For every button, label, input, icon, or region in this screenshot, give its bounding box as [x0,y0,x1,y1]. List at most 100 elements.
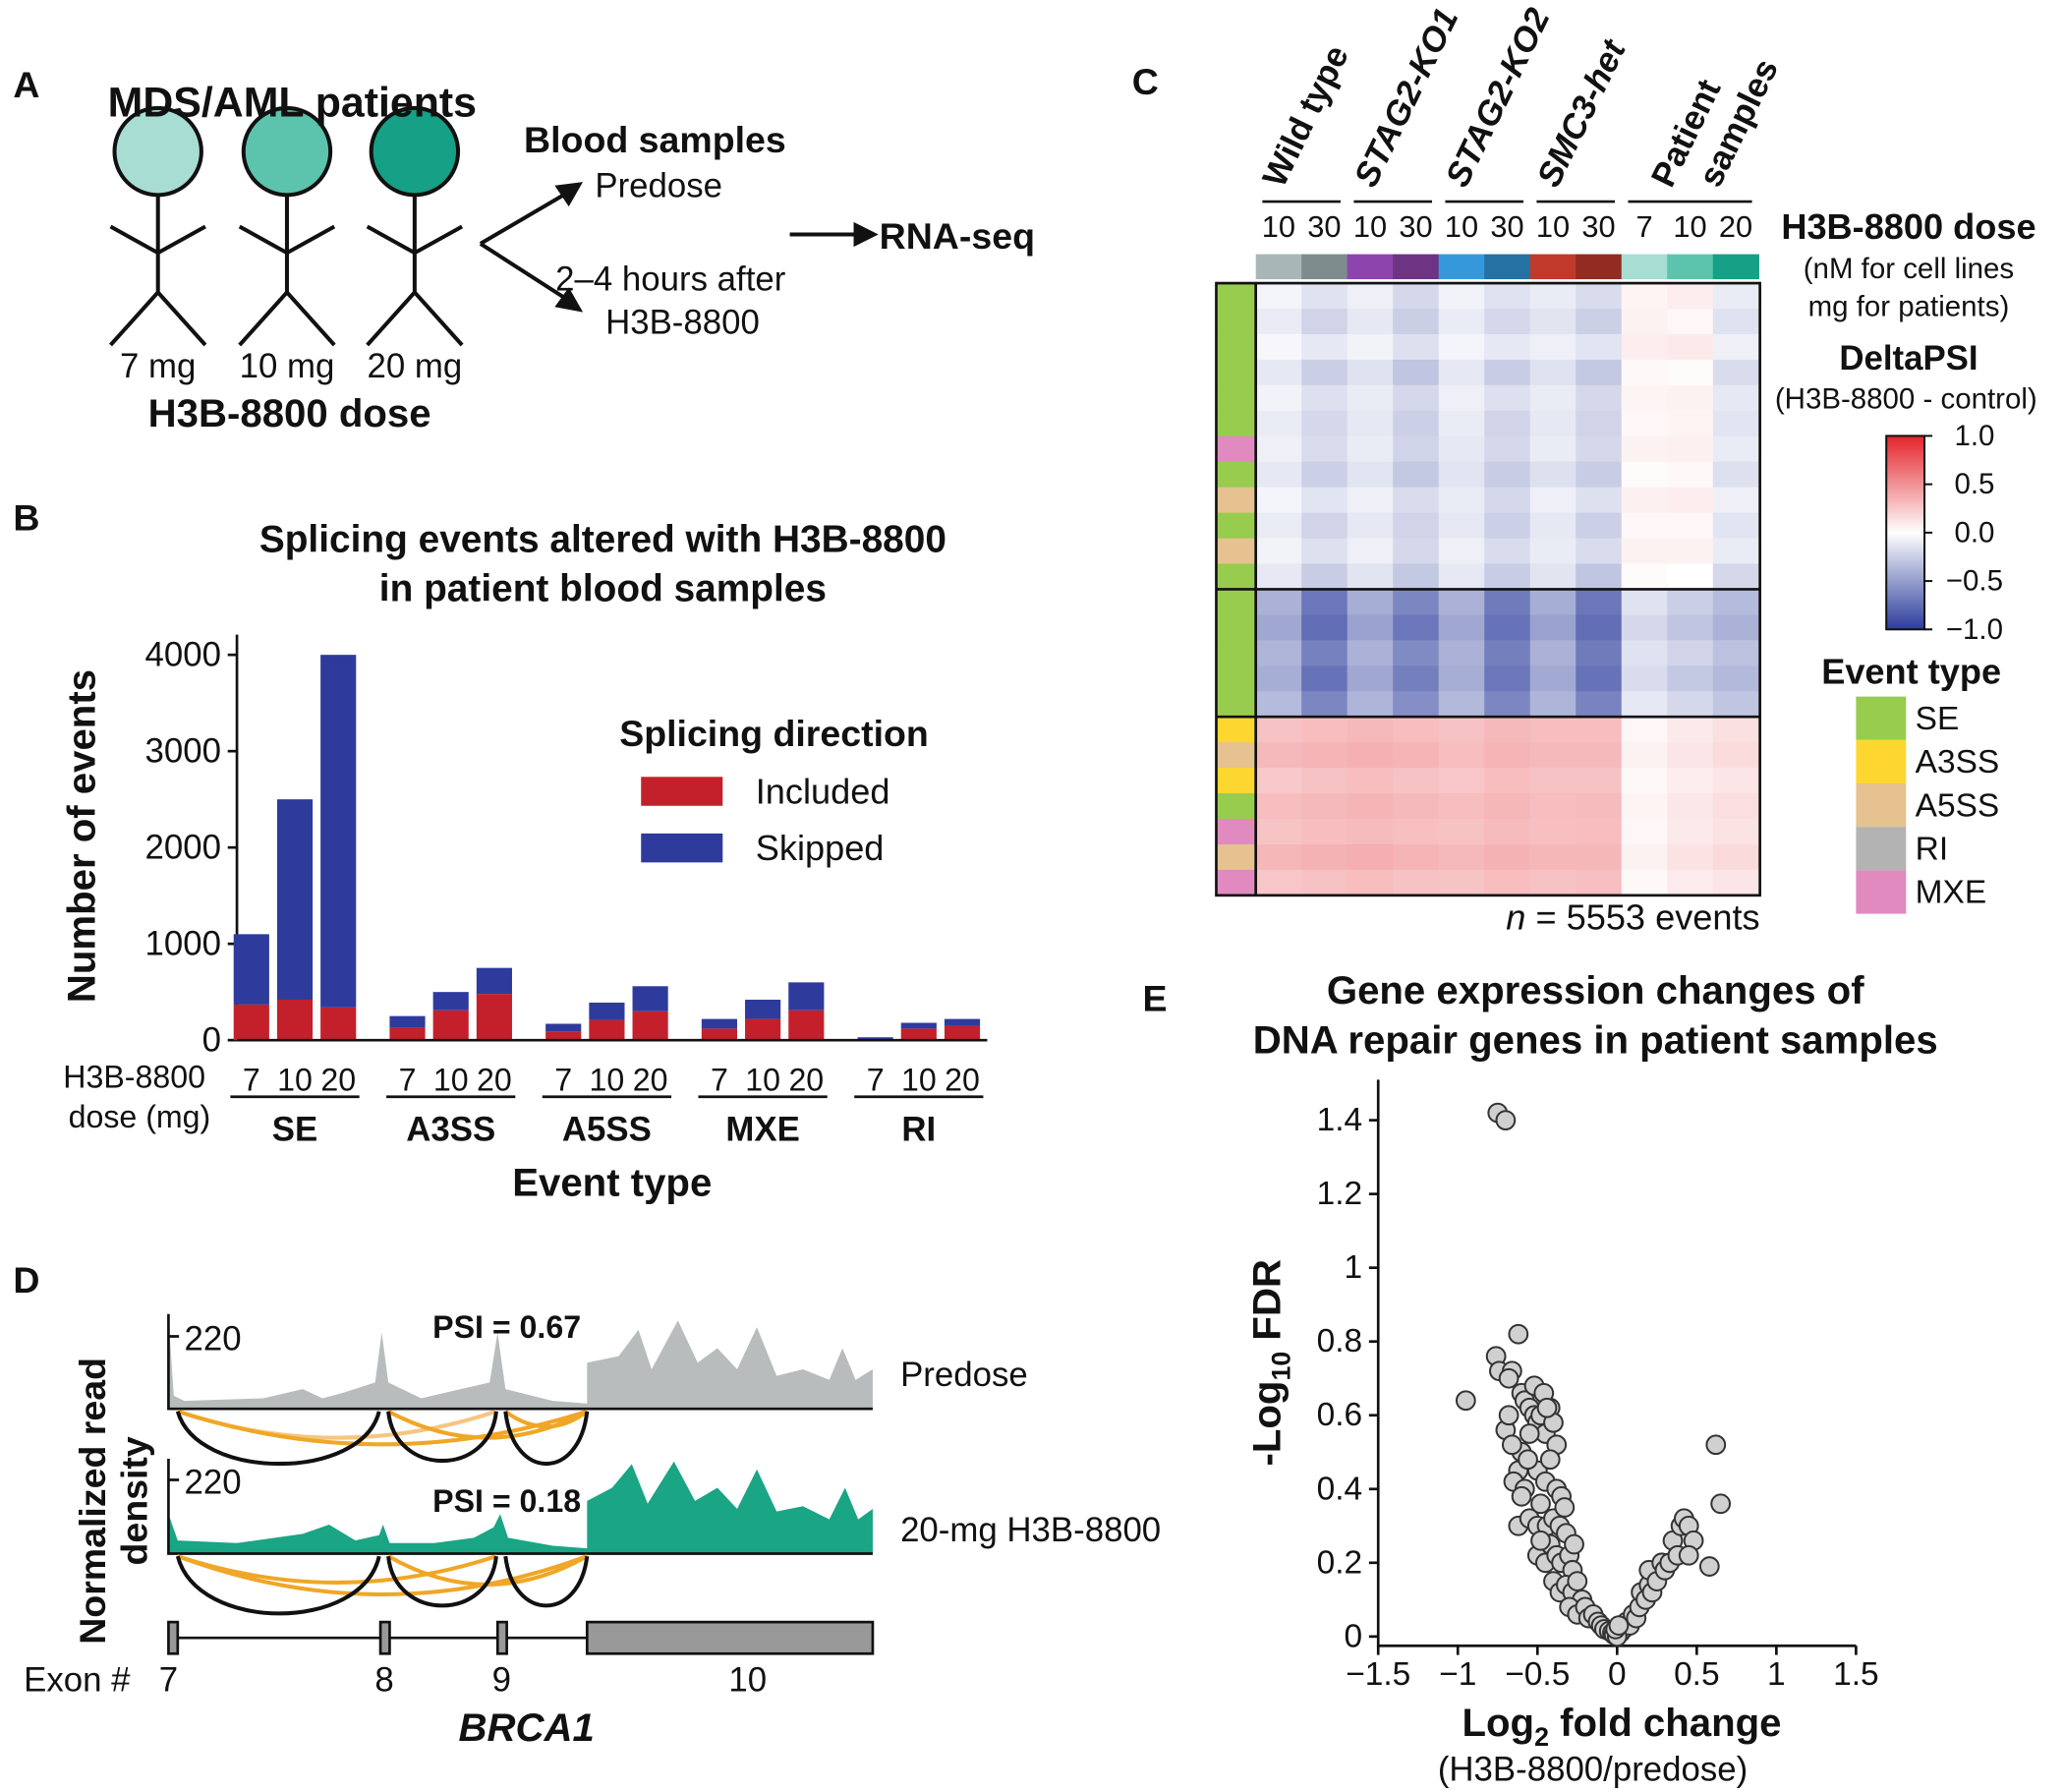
heatmap-cell [1576,793,1623,820]
heatmap-cell [1712,768,1759,794]
annotation-part: n [1506,896,1525,937]
x-tick-label: −1.5 [1346,1656,1410,1693]
event-type-cell [1217,410,1256,437]
heatmap-cell [1255,614,1302,642]
column-label: 10 [1536,209,1570,244]
legend-label: A5SS [1916,787,2000,824]
x-axis-label: Event type [512,1160,712,1204]
column-color [1301,254,1348,280]
heatmap-cell [1255,691,1302,718]
heatmap-cell [1621,768,1668,794]
exon-label: 7 [159,1661,178,1700]
panel-label: A [13,64,39,105]
column-label: 10 [1353,209,1387,244]
legend-label: A3SS [1916,744,2000,780]
heatmap-cell [1621,461,1668,489]
x-tick-label: 10 [433,1062,469,1097]
heatmap-cell [1347,309,1394,335]
y-tick-label: 4000 [145,636,221,674]
arrow [479,188,859,305]
heatmap-cell [1667,384,1714,412]
heatmap-cell [1393,691,1440,718]
heatmap-cell [1712,614,1759,642]
exon-title: Exon # [24,1661,131,1700]
bar-segment [589,1019,625,1041]
heatmap-cell [1529,410,1577,437]
point [1498,1367,1519,1389]
assay: RNA-seq [880,215,1035,257]
heatmap-cell [1529,691,1577,718]
colorbar-subtitle: (H3B-8800 - control) [1775,382,2037,415]
column-color [1576,254,1623,280]
heatmap-cell [1393,283,1440,310]
heatmap-cell [1347,793,1394,820]
bar-segment [545,1023,582,1032]
point [1698,1556,1720,1577]
heatmap-cell [1347,640,1394,666]
point [1530,1530,1551,1551]
heatmap-cell [1712,793,1759,820]
x-tick-label: 10 [901,1062,937,1097]
heatmap-cell [1347,768,1394,794]
exon-label: 10 [728,1661,767,1700]
group-label: SMC3-het [1529,33,1634,194]
point [1705,1434,1727,1456]
heatmap-cell [1667,309,1714,335]
column-color [1621,254,1668,280]
column-label: 30 [1307,209,1341,244]
heatmap-cell [1712,742,1759,769]
label-part: -Log [1244,1381,1289,1467]
heatmap-cell [1438,717,1485,743]
x-tick-label: 7 [867,1062,885,1097]
heatmap-cell [1438,333,1485,361]
event-type-cell [1217,768,1256,794]
heatmap-cell [1712,818,1759,845]
heatmap-cell [1712,563,1759,591]
heatmap-cell [1621,384,1668,412]
heatmap-cell [1484,589,1531,616]
heatmap-cell [1576,742,1623,769]
heatmap-cell [1301,869,1348,896]
x-tick-label: 7 [243,1062,260,1097]
heatmap-cell [1438,309,1485,335]
y-tick-label: 1.2 [1317,1176,1363,1212]
column-color [1393,254,1440,280]
heatmap-cell [1576,691,1623,718]
heatmap-cell [1576,563,1623,591]
heatmap-cell [1484,410,1531,437]
heatmap-cell [1667,589,1714,616]
heatmap-cell [1393,717,1440,743]
bar-segment [320,1007,357,1041]
colorbar-tick-label: −1.0 [1946,613,2003,646]
heatmap-cell [1621,742,1668,769]
heatmap-cell [1484,768,1531,794]
stick-figure [109,105,207,347]
event-type-cell [1217,487,1256,514]
point [1501,1434,1522,1456]
heatmap-cell [1621,818,1668,845]
track-label: 20-mg H3B-8800 [900,1511,1161,1549]
event-type-cell [1217,435,1256,463]
label-part: fold change [1549,1700,1782,1744]
event-type-cell [1217,742,1256,769]
heatmap-cell [1484,742,1531,769]
legend-label: SE [1916,701,1960,737]
heatmap-cell [1621,309,1668,335]
heatmap-cell [1393,640,1440,666]
bar-segment [788,982,825,1011]
column-label: 10 [1262,209,1295,244]
heatmap-cell [1255,665,1302,692]
group-label: RI [901,1111,936,1149]
exon-label: 9 [492,1661,511,1700]
x-tick-label: 20 [788,1062,824,1097]
group-label: MXE [725,1111,799,1149]
heatmap-cell [1255,512,1302,540]
x-tick-label: 7 [554,1062,572,1097]
dose-title: H3B-8800 dose [1781,206,2035,247]
y-tick-label: 0 [202,1021,221,1060]
heatmap-cell [1667,640,1714,666]
heatmap-cell [1484,793,1531,820]
heatmap-cell [1529,333,1577,361]
heatmap-cell [1484,461,1531,489]
event-type-cell [1217,640,1256,666]
